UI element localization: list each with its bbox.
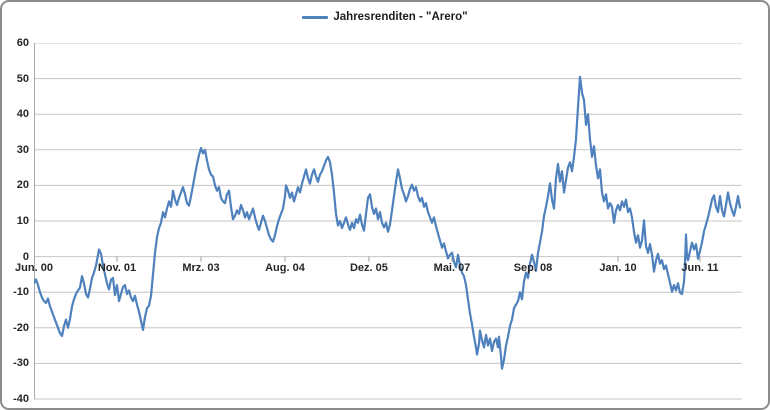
y-axis-label: 30 <box>16 143 29 156</box>
x-axis-label: Nov. 01 <box>97 262 137 274</box>
y-axis-label: -40 <box>13 393 29 405</box>
y-axis-label: 20 <box>16 179 29 192</box>
x-axis-label: Mrz. 03 <box>182 262 220 274</box>
y-axis-label: 40 <box>16 108 29 121</box>
x-axis-label: Jun. 11 <box>681 262 719 274</box>
y-axis-label: 50 <box>16 72 29 85</box>
x-axis-label: Sep. 08 <box>513 262 553 274</box>
legend: Jahresrenditen - "Arero" <box>2 11 768 23</box>
line-chart-plot-area <box>34 43 742 400</box>
x-axis-label: Aug. 04 <box>265 262 305 274</box>
legend-line-marker-icon <box>302 15 329 19</box>
y-axis-label: 0 <box>22 250 29 263</box>
x-axis-label: Dez. 05 <box>349 262 388 274</box>
data-line-series <box>34 75 742 370</box>
x-axis-label: Jan. 10 <box>599 262 637 274</box>
x-axis-label: Mai. 07 <box>433 262 471 274</box>
y-axis-label: 10 <box>16 215 29 227</box>
y-axis-label: -10 <box>13 286 29 299</box>
x-axis-label: Jun. 00 <box>15 262 53 274</box>
y-axis-label: 60 <box>16 37 29 49</box>
y-axis-label: -30 <box>13 357 29 370</box>
legend-series-label: Jahresrenditen - "Arero" <box>333 11 468 23</box>
y-axis-label: -20 <box>13 321 29 334</box>
